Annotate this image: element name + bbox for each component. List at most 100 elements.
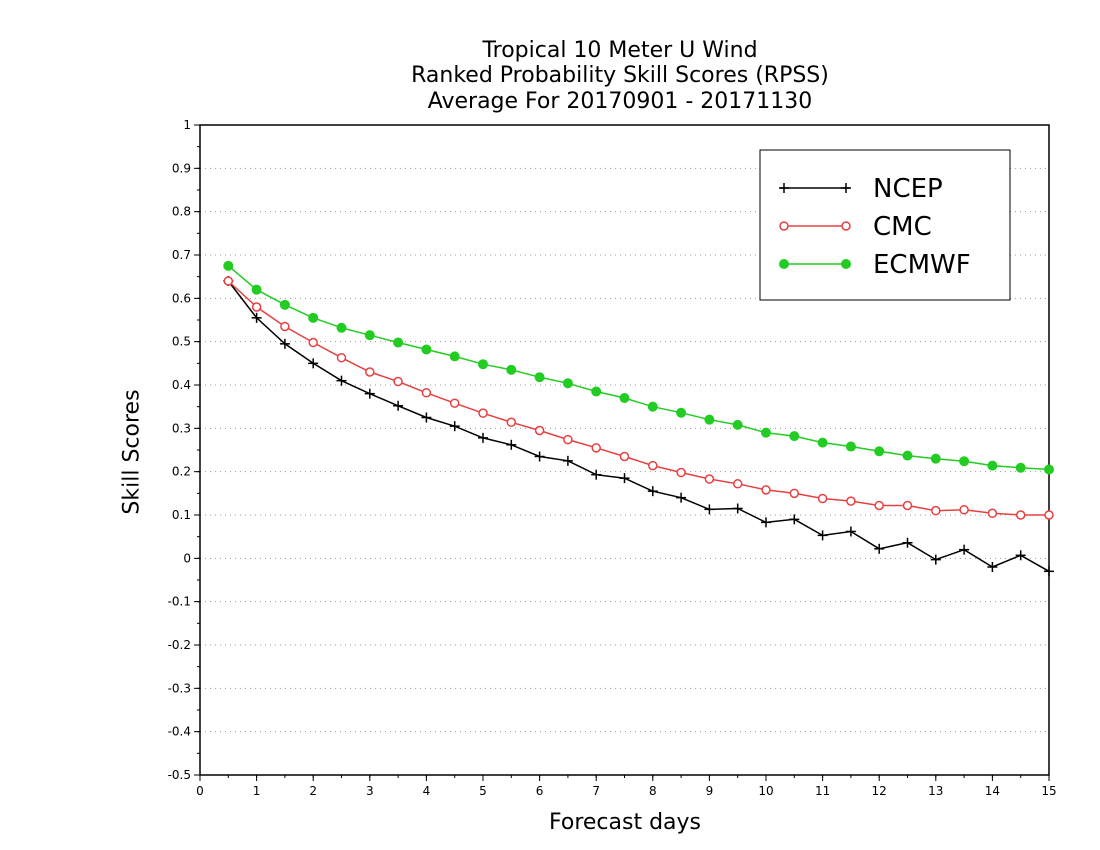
x-tick-label: 8 xyxy=(649,784,657,798)
data-point-ncep xyxy=(562,455,573,466)
data-point-cmc xyxy=(308,337,318,348)
data-point-cmc xyxy=(902,500,913,511)
data-point-ecmwf xyxy=(308,312,319,323)
y-tick-label: 0.6 xyxy=(172,291,191,305)
data-point-ncep xyxy=(987,562,998,572)
data-point-ecmwf xyxy=(393,337,404,348)
data-point-ncep xyxy=(902,537,913,548)
x-tick-label: 6 xyxy=(536,784,544,798)
series-line-ncep xyxy=(227,280,1050,572)
data-point-cmc xyxy=(393,376,403,387)
data-point-ecmwf xyxy=(251,284,262,295)
series-ncep xyxy=(223,276,1054,577)
data-point-cmc xyxy=(704,474,715,484)
data-point-ncep xyxy=(393,400,404,411)
data-point-cmc xyxy=(987,508,998,519)
data-point-cmc xyxy=(336,352,347,363)
series-cmc xyxy=(223,276,1054,520)
data-point-cmc xyxy=(931,505,941,516)
x-tick-label: 10 xyxy=(758,784,773,798)
y-tick-label: 0.3 xyxy=(172,421,191,435)
data-point-ecmwf xyxy=(534,372,545,383)
y-tick-label: 1 xyxy=(183,118,191,132)
data-point-ncep xyxy=(732,503,743,514)
y-tick-label: 0.7 xyxy=(172,248,191,262)
y-tick-label: 0.5 xyxy=(172,335,191,349)
y-axis-label: Skill Scores xyxy=(119,389,145,515)
x-tick-label: 9 xyxy=(706,784,714,798)
data-point-ecmwf xyxy=(930,453,941,464)
data-point-cmc xyxy=(761,485,771,495)
y-tick-label: 0 xyxy=(183,551,191,565)
data-point-ecmwf xyxy=(223,260,234,271)
data-point-ecmwf xyxy=(619,393,630,403)
series-line-cmc xyxy=(227,280,1049,516)
data-point-ncep xyxy=(251,312,262,323)
x-tick-label: 12 xyxy=(872,784,887,798)
chart-title-line-3: Average For 20170901 - 20171130 xyxy=(427,89,813,114)
data-point-ecmwf xyxy=(817,437,828,448)
y-tick-label: 0.9 xyxy=(172,161,191,175)
data-point-cmc xyxy=(732,479,743,489)
x-tick-label: 5 xyxy=(479,784,487,798)
x-tick-label: 1 xyxy=(253,784,261,798)
data-point-ncep xyxy=(619,473,630,484)
data-point-cmc xyxy=(817,493,828,504)
legend-marker-ncep xyxy=(841,183,851,193)
y-tick-label: 0.4 xyxy=(172,378,191,392)
y-tick-label: 0.2 xyxy=(172,465,191,479)
chart-title-line-2: Ranked Probability Skill Scores (RPSS) xyxy=(411,63,829,88)
data-point-ncep xyxy=(336,375,347,386)
legend: NCEP CMC ECMWF xyxy=(759,149,1011,301)
data-point-ncep xyxy=(279,338,290,349)
data-point-ecmwf xyxy=(874,446,885,457)
data-point-cmc xyxy=(846,496,856,506)
data-point-ncep xyxy=(845,526,856,537)
data-point-ecmwf xyxy=(449,351,460,362)
x-tick-label: 15 xyxy=(1041,784,1056,798)
data-point-ncep xyxy=(506,439,517,450)
data-point-ecmwf xyxy=(1015,462,1026,473)
data-point-cmc xyxy=(449,398,460,408)
x-tick-label: 4 xyxy=(423,784,431,798)
data-point-ncep xyxy=(930,554,941,565)
data-point-ncep xyxy=(449,421,460,432)
data-point-cmc xyxy=(506,417,517,428)
legend-label-ecmwf: ECMWF xyxy=(873,250,971,280)
data-point-ncep xyxy=(789,514,800,525)
data-point-cmc xyxy=(619,451,630,462)
data-point-ncep xyxy=(817,530,828,541)
data-point-ncep xyxy=(534,451,545,462)
data-point-ecmwf xyxy=(478,359,488,370)
data-point-ncep xyxy=(647,486,658,497)
data-point-cmc xyxy=(563,434,573,445)
data-point-cmc xyxy=(676,467,686,478)
data-point-ecmwf xyxy=(845,441,856,452)
y-tick-label: -0.1 xyxy=(168,595,191,609)
data-point-cmc xyxy=(534,425,545,436)
data-point-cmc xyxy=(365,367,375,377)
data-point-ecmwf xyxy=(421,344,432,355)
data-point-cmc xyxy=(789,488,800,499)
chart-title-line-1: Tropical 10 Meter U Wind xyxy=(482,38,758,63)
data-point-cmc xyxy=(478,408,488,418)
legend-marker-ecmwf xyxy=(779,259,789,269)
data-point-cmc xyxy=(1015,510,1026,520)
data-point-ecmwf xyxy=(704,414,715,425)
y-tick-label: -0.3 xyxy=(168,681,191,695)
legend-marker-cmc xyxy=(779,221,789,231)
data-point-ncep xyxy=(591,469,602,480)
data-point-cmc xyxy=(251,302,262,312)
data-point-cmc xyxy=(874,500,884,511)
data-point-ncep xyxy=(761,517,771,528)
legend-label-cmc: CMC xyxy=(873,212,932,242)
data-point-cmc xyxy=(1044,510,1054,520)
data-point-ecmwf xyxy=(987,460,998,471)
data-point-ncep xyxy=(959,544,970,555)
data-point-ecmwf xyxy=(506,364,517,375)
data-point-ecmwf xyxy=(1044,464,1054,475)
y-tick-label: 0.1 xyxy=(172,508,191,522)
data-point-cmc xyxy=(959,505,969,515)
data-point-ncep xyxy=(364,388,375,399)
x-axis-label: Forecast days xyxy=(548,810,701,835)
